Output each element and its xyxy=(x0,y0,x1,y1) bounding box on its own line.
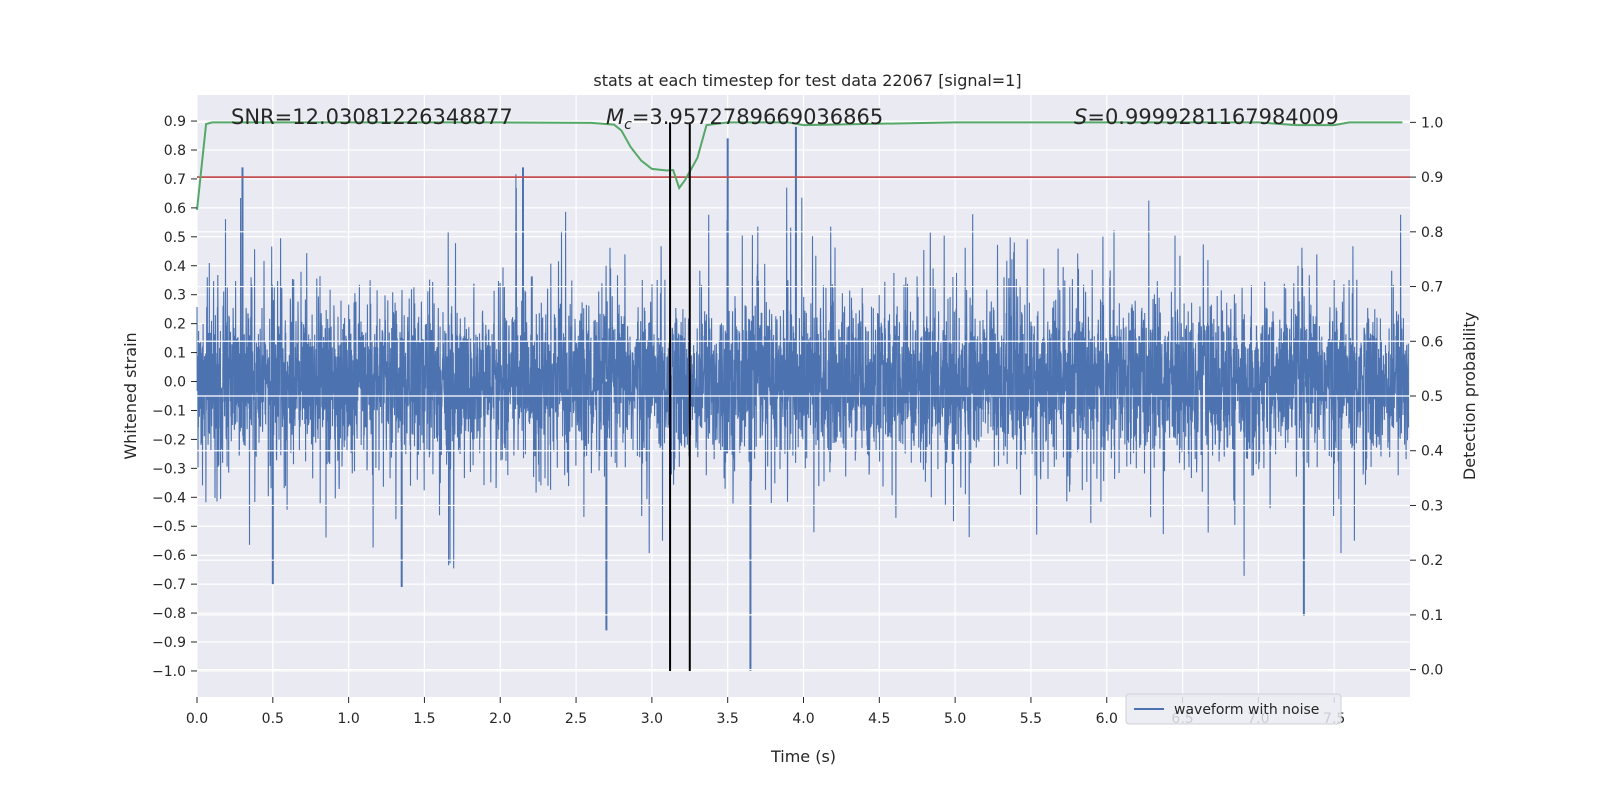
y-tick-label: −0.3 xyxy=(152,461,186,477)
y-tick-label: 0.9 xyxy=(164,114,186,130)
x-tick-label: 3.0 xyxy=(641,711,663,727)
legend-box xyxy=(1125,693,1342,725)
snr-annotation: SNR=12.03081226348877 xyxy=(231,105,513,129)
x-tick-label: 0.5 xyxy=(262,711,284,727)
y-tick-label: −0.6 xyxy=(152,548,186,564)
y2-tick-label: 0.5 xyxy=(1421,389,1443,405)
y2-tick-label: 0.2 xyxy=(1421,553,1443,569)
y-tick-label: −0.7 xyxy=(152,577,186,593)
y-tick-label: −0.8 xyxy=(152,606,186,622)
legend: waveform with noise xyxy=(1125,693,1342,725)
tick-labels: 0.00.51.01.52.02.53.03.54.04.55.05.56.06… xyxy=(152,114,1443,727)
y2-tick-label: 0.0 xyxy=(1421,663,1443,679)
mc-value: =3.9572789669036865 xyxy=(632,105,883,129)
y2-tick-label: 0.6 xyxy=(1421,334,1443,350)
x-tick-label: 1.0 xyxy=(337,711,359,727)
x-tick-label: 2.0 xyxy=(489,711,511,727)
y-tick-label: 0.5 xyxy=(164,230,186,246)
y-tick-label: 0.7 xyxy=(164,172,186,188)
y-axis-label: Whitened strain xyxy=(121,332,140,459)
x-tick-label: 4.0 xyxy=(792,711,814,727)
y-tick-label: 0.2 xyxy=(164,317,186,333)
event-lines xyxy=(669,122,691,671)
score-annotation: S=0.9999281167984009 xyxy=(1074,105,1339,129)
y2-tick-label: 1.0 xyxy=(1421,115,1443,131)
x-tick-label: 1.5 xyxy=(413,711,435,727)
y-tick-label: −0.2 xyxy=(152,432,186,448)
y2-tick-label: 0.7 xyxy=(1421,280,1443,296)
y-tick-label: −0.9 xyxy=(152,635,186,651)
y2-tick-label: 0.8 xyxy=(1421,225,1443,241)
y2-tick-label: 0.3 xyxy=(1421,498,1443,514)
chirp-mass-annotation: Mc=3.9572789669036865 xyxy=(606,105,883,133)
s-value: =0.9999281167984009 xyxy=(1087,105,1338,129)
y-tick-label: 0.4 xyxy=(164,259,186,275)
probability-line xyxy=(196,121,1403,211)
x-tick-label: 3.5 xyxy=(717,711,739,727)
y2-tick-label: 0.1 xyxy=(1421,608,1443,624)
y-tick-label: −0.5 xyxy=(152,519,186,535)
y-tick-label: 0.8 xyxy=(164,143,186,159)
y-tick-label: 0.0 xyxy=(164,375,186,391)
y-tick-label: −0.1 xyxy=(152,403,186,419)
x-tick-label: 5.0 xyxy=(944,711,966,727)
y-tick-label: −0.4 xyxy=(152,490,186,506)
y2-tick-label: 0.9 xyxy=(1421,170,1443,186)
y-tick-label: −1.0 xyxy=(152,664,186,680)
y-tick-label: 0.1 xyxy=(164,346,186,362)
strain-line xyxy=(196,174,1410,576)
y2-axis-label: Detection probability xyxy=(1460,312,1479,480)
x-tick-label: 4.5 xyxy=(868,711,890,727)
y-tick-label: 0.3 xyxy=(164,288,186,304)
chart-title: stats at each timestep for test data 220… xyxy=(593,71,1021,90)
x-tick-label: 2.5 xyxy=(565,711,587,727)
legend-label: waveform with noise xyxy=(1174,702,1319,718)
mc-symbol: M xyxy=(606,105,624,129)
x-axis-label: Time (s) xyxy=(770,747,836,766)
mc-subscript: c xyxy=(624,117,632,133)
y2-tick-label: 0.4 xyxy=(1421,444,1443,460)
x-tick-label: 5.5 xyxy=(1020,711,1042,727)
probability-overlay xyxy=(196,121,1410,211)
x-tick-label: 0.0 xyxy=(186,711,208,727)
x-tick-label: 6.0 xyxy=(1096,711,1118,727)
s-symbol: S xyxy=(1074,105,1087,129)
y-tick-label: 0.6 xyxy=(164,201,186,217)
